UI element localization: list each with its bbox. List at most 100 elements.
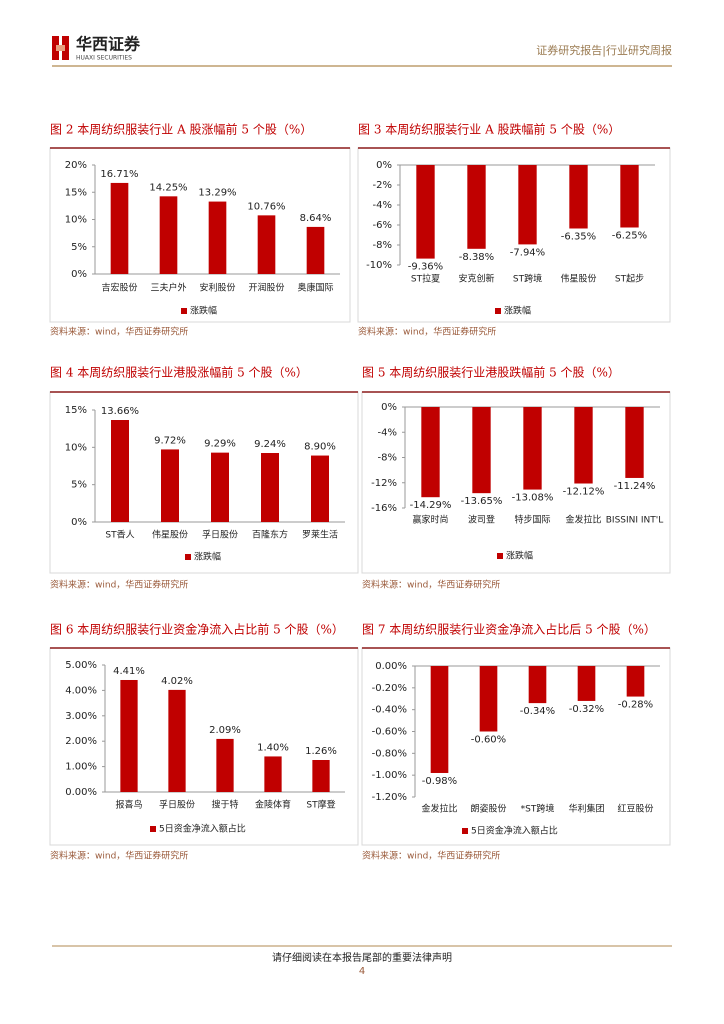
data-label: -0.98% xyxy=(422,776,457,787)
legend-label: 5日资金净流入额占比 xyxy=(159,823,246,835)
y-tick-label: -8% xyxy=(378,453,397,464)
x-tick-label: 金陵体育 xyxy=(255,799,291,811)
data-label: 8.90% xyxy=(304,442,336,453)
x-tick-label: BISSINI INT'L xyxy=(606,516,664,526)
bar xyxy=(472,407,491,494)
y-tick-label: -10% xyxy=(366,260,392,271)
y-tick-label: 15% xyxy=(65,187,87,198)
chart-frame xyxy=(361,647,671,846)
data-label: -6.25% xyxy=(612,231,647,242)
bar xyxy=(111,420,129,522)
data-label: 4.02% xyxy=(161,676,193,687)
legend-label: 涨跌幅 xyxy=(194,551,221,563)
legend-swatch xyxy=(185,554,191,560)
data-label: -0.34% xyxy=(520,706,555,717)
report-type: 证券研究报告|行业研究周报 xyxy=(536,43,672,57)
bar xyxy=(211,452,229,522)
data-label: -7.94% xyxy=(510,247,545,258)
data-label: 13.66% xyxy=(101,406,139,417)
x-tick-label: 百隆东方 xyxy=(252,529,288,541)
x-tick-label: 伟星股份 xyxy=(560,273,596,285)
x-tick-label: *ST跨境 xyxy=(521,803,555,815)
y-tick-label: 5% xyxy=(71,480,87,491)
logo-mark xyxy=(62,36,69,60)
x-tick-label: 孚日股份 xyxy=(202,529,238,541)
legend-swatch xyxy=(497,553,503,559)
legend-label: 涨跌幅 xyxy=(190,305,217,317)
bar xyxy=(523,407,542,490)
y-tick-label: 10% xyxy=(65,215,87,226)
bar xyxy=(306,226,325,274)
x-tick-label: 吉宏股份 xyxy=(101,282,137,294)
y-tick-label: -1.00% xyxy=(372,770,407,781)
bar xyxy=(110,182,129,274)
y-tick-label: 0% xyxy=(381,402,397,413)
bar xyxy=(421,407,440,498)
y-tick-label: 0% xyxy=(376,160,392,171)
y-tick-label: 4.00% xyxy=(65,685,97,696)
x-tick-label: 罗莱生活 xyxy=(302,529,338,541)
x-tick-label: 红豆股份 xyxy=(617,803,653,815)
y-tick-label: -0.60% xyxy=(372,727,407,738)
bar xyxy=(467,165,486,249)
chart-title: 图 4 本周纺织服装行业港股涨幅前 5 个股（%） xyxy=(50,365,308,380)
x-tick-label: 报喜鸟 xyxy=(115,799,142,811)
x-tick-label: 开润股份 xyxy=(248,282,284,294)
x-tick-label: 搜于特 xyxy=(211,799,238,811)
y-tick-label: -12% xyxy=(371,478,397,489)
data-label: -0.32% xyxy=(569,704,604,715)
y-tick-label: 10% xyxy=(65,442,87,453)
y-tick-label: -4% xyxy=(373,200,392,211)
bar xyxy=(626,666,645,697)
chart-title: 图 7 本周纺织服装行业资金净流入占比后 5 个股（%） xyxy=(362,622,656,637)
bar xyxy=(625,407,644,478)
y-tick-label: 5% xyxy=(71,242,87,253)
data-label: 9.29% xyxy=(204,439,236,450)
data-label: 4.41% xyxy=(113,666,145,677)
source-note: 资料来源：wind，华西证券研究所 xyxy=(50,850,188,862)
y-tick-label: -4% xyxy=(378,427,397,438)
bar xyxy=(312,759,330,792)
data-label: -0.60% xyxy=(471,735,506,746)
logo-text: 华西证券 xyxy=(76,35,141,54)
bar xyxy=(479,666,498,732)
x-tick-label: 安克创新 xyxy=(458,273,494,285)
legend-swatch xyxy=(150,826,156,832)
bar xyxy=(574,407,593,484)
disclaimer: 请仔细阅读在本报告尾部的重要法律声明 xyxy=(272,951,452,964)
x-tick-label: 赢家时尚 xyxy=(412,514,448,526)
data-label: -13.08% xyxy=(512,493,554,504)
data-label: 9.72% xyxy=(154,435,186,446)
bar xyxy=(528,666,547,704)
y-tick-label: -0.20% xyxy=(372,683,407,694)
data-label: 16.71% xyxy=(100,169,138,180)
source-note: 资料来源：wind，华西证券研究所 xyxy=(358,326,496,338)
y-tick-label: -6% xyxy=(373,220,392,231)
y-tick-label: 15% xyxy=(65,405,87,416)
x-tick-label: 朗姿股份 xyxy=(470,803,506,815)
y-tick-label: -1.20% xyxy=(372,792,407,803)
source-note: 资料来源：wind，华西证券研究所 xyxy=(362,850,500,862)
x-tick-label: 金发拉比 xyxy=(565,514,601,526)
data-label: 10.76% xyxy=(247,201,285,212)
source-note: 资料来源：wind，华西证券研究所 xyxy=(50,579,188,591)
y-tick-label: -0.40% xyxy=(372,705,407,716)
bar xyxy=(261,453,279,522)
page-number: 4 xyxy=(359,966,365,977)
x-tick-label: ST拉夏 xyxy=(411,273,440,285)
x-tick-label: 孚日股份 xyxy=(159,799,195,811)
legend-swatch xyxy=(495,308,501,314)
y-tick-label: -8% xyxy=(373,240,392,251)
data-label: 1.40% xyxy=(257,742,289,753)
x-tick-label: 奥康国际 xyxy=(297,282,333,294)
x-tick-label: 伟星股份 xyxy=(152,529,188,541)
data-label: -8.38% xyxy=(459,252,494,263)
bar xyxy=(311,455,329,522)
source-note: 资料来源：wind，华西证券研究所 xyxy=(362,579,500,591)
legend-swatch xyxy=(181,308,187,314)
bar xyxy=(216,738,234,792)
bar xyxy=(569,165,588,229)
legend-label: 5日资金净流入额占比 xyxy=(471,825,558,837)
data-label: -12.12% xyxy=(563,487,605,498)
bar xyxy=(430,666,449,773)
